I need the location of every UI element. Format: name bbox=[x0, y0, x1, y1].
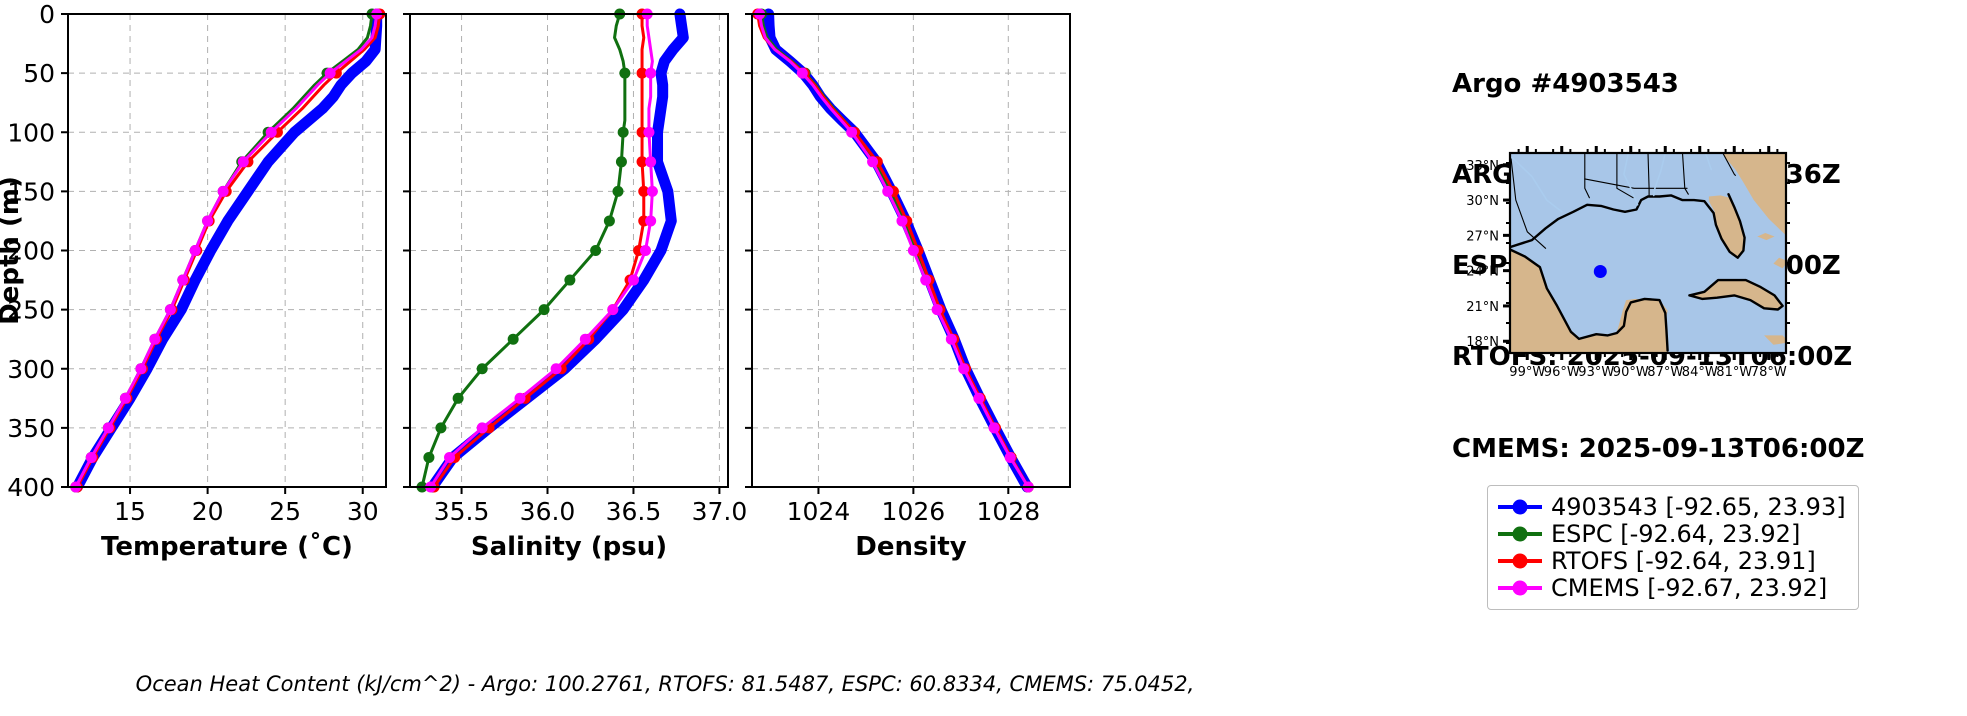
svg-text:15: 15 bbox=[114, 497, 146, 526]
location-map[interactable]: 18°N 21°N 24°N 27°N 30°N 33°N 99°W 96°W 93°W 90°W… bbox=[1448, 145, 1798, 385]
svg-text:30: 30 bbox=[347, 497, 379, 526]
svg-text:Density: Density bbox=[855, 532, 967, 562]
legend-marker-dot bbox=[1512, 499, 1528, 514]
svg-text:20: 20 bbox=[192, 497, 224, 526]
series-4903543 bbox=[71, 8, 383, 493]
svg-text:25: 25 bbox=[269, 497, 301, 526]
svg-text:Salinity (psu): Salinity (psu) bbox=[471, 532, 667, 562]
legend-item-cmems[interactable]: CMEMS [-92.67, 23.92] bbox=[1498, 573, 1846, 602]
svg-text:300: 300 bbox=[7, 355, 55, 384]
plot-panel-1: 35.5 36.0 36.5 37.0 Salinity (psu) bbox=[403, 8, 748, 562]
header-line-cmems: CMEMS: 2025-09-13T06:00Z bbox=[1452, 433, 1865, 464]
svg-text:35.5: 35.5 bbox=[434, 497, 490, 526]
legend-item-argo[interactable]: 4903543 [-92.65, 23.93] bbox=[1498, 492, 1846, 521]
svg-text:150: 150 bbox=[7, 177, 55, 206]
legend-marker-dot bbox=[1512, 553, 1528, 568]
legend-marker-dot bbox=[1512, 580, 1528, 595]
svg-text:87°W: 87°W bbox=[1647, 365, 1683, 380]
svg-text:1026: 1026 bbox=[882, 497, 946, 526]
legend-item-rtofs[interactable]: RTOFS [-92.64, 23.91] bbox=[1498, 546, 1846, 575]
svg-text:30°N: 30°N bbox=[1466, 194, 1499, 209]
legend-marker-dot bbox=[1512, 526, 1528, 541]
svg-text:37.0: 37.0 bbox=[692, 497, 748, 526]
svg-text:250: 250 bbox=[7, 296, 55, 325]
svg-text:78°W: 78°W bbox=[1751, 365, 1787, 380]
legend-label: RTOFS [-92.64, 23.91] bbox=[1551, 546, 1816, 575]
svg-text:96°W: 96°W bbox=[1544, 365, 1580, 380]
svg-text:0: 0 bbox=[39, 0, 55, 29]
plot-panel-2: 1024 1026 1028 Density bbox=[745, 8, 1071, 562]
svg-text:21°N: 21°N bbox=[1466, 300, 1499, 315]
svg-text:24°N: 24°N bbox=[1466, 265, 1499, 280]
svg-text:1024: 1024 bbox=[787, 497, 851, 526]
legend-line-swatch bbox=[1498, 553, 1542, 568]
legend-label: 4903543 [-92.65, 23.93] bbox=[1551, 492, 1846, 521]
svg-text:Temperature (˚C): Temperature (˚C) bbox=[101, 531, 353, 562]
series-4903543 bbox=[426, 8, 689, 493]
legend: 4903543 [-92.65, 23.93] ESPC [-92.64, 23.… bbox=[1487, 485, 1859, 610]
svg-text:99°W: 99°W bbox=[1509, 365, 1545, 380]
svg-text:350: 350 bbox=[7, 414, 55, 443]
legend-item-espc[interactable]: ESPC [-92.64, 23.92] bbox=[1498, 519, 1846, 548]
svg-text:1028: 1028 bbox=[976, 497, 1040, 526]
legend-line-swatch bbox=[1498, 580, 1542, 595]
svg-text:Depth (m): Depth (m) bbox=[0, 176, 25, 325]
svg-text:93°W: 93°W bbox=[1578, 365, 1614, 380]
svg-text:50: 50 bbox=[23, 59, 55, 88]
svg-text:84°W: 84°W bbox=[1682, 365, 1718, 380]
svg-text:18°N: 18°N bbox=[1466, 335, 1499, 350]
legend-label: CMEMS [-92.67, 23.92] bbox=[1551, 573, 1828, 602]
map-canvas: 18°N 21°N 24°N 27°N 30°N 33°N 99°W96°W93°W90°W… bbox=[1466, 146, 1790, 380]
map-features bbox=[1510, 153, 1786, 353]
header-line-title: Argo #4903543 bbox=[1452, 68, 1679, 99]
svg-text:33°N: 33°N bbox=[1466, 159, 1499, 174]
svg-text:90°W: 90°W bbox=[1613, 365, 1649, 380]
legend-line-swatch bbox=[1498, 526, 1542, 541]
svg-text:27°N: 27°N bbox=[1466, 229, 1499, 244]
svg-text:36.5: 36.5 bbox=[606, 497, 662, 526]
svg-text:400: 400 bbox=[7, 473, 55, 502]
ocean-heat-content-caption: Ocean Heat Content (kJ/cm^2) - Argo: 100… bbox=[135, 672, 1195, 696]
svg-text:81°W: 81°W bbox=[1716, 365, 1752, 380]
svg-text:100: 100 bbox=[7, 118, 55, 147]
float-position-marker bbox=[1593, 265, 1607, 278]
legend-line-swatch bbox=[1498, 499, 1542, 514]
svg-text:200: 200 bbox=[7, 237, 55, 266]
svg-text:36.0: 36.0 bbox=[520, 497, 576, 526]
legend-label: ESPC [-92.64, 23.92] bbox=[1551, 519, 1801, 548]
